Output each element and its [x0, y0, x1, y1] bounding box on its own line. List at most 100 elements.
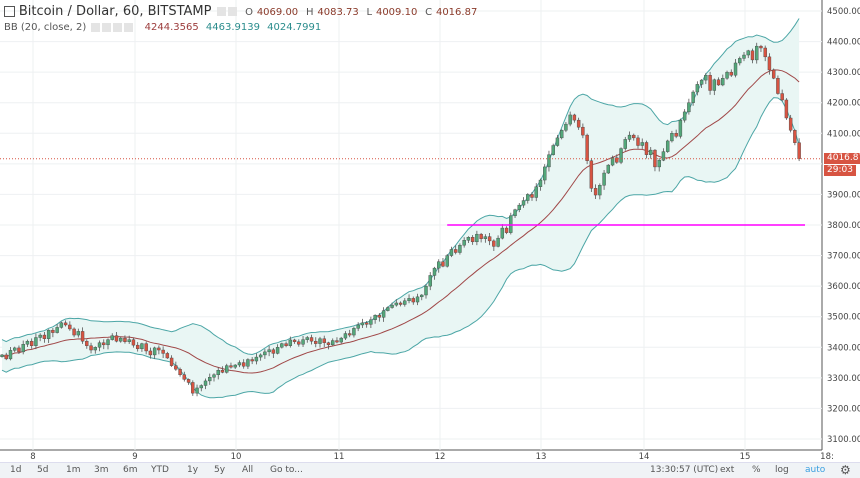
- range-3m[interactable]: 3m: [94, 465, 109, 475]
- ext-toggle[interactable]: ext: [720, 465, 735, 475]
- candle-body: [649, 149, 653, 155]
- candle-body: [275, 347, 280, 354]
- candle-body: [704, 74, 708, 81]
- range-5d[interactable]: 5d: [37, 465, 49, 475]
- candle-body: [771, 69, 776, 79]
- candle-body: [576, 119, 581, 128]
- candle-body: [797, 142, 801, 159]
- eye-icon[interactable]: [217, 7, 227, 16]
- candle-body: [708, 74, 712, 91]
- settings-icon[interactable]: [228, 7, 238, 16]
- range-1y[interactable]: 1y: [187, 465, 199, 475]
- candle-body: [483, 236, 488, 239]
- candle-body: [72, 328, 76, 336]
- candle-body: [144, 343, 148, 352]
- candle-body: [34, 337, 38, 346]
- candle-body: [148, 350, 153, 356]
- candle-body: [17, 347, 21, 353]
- price-tick-label: 4200.00: [827, 99, 860, 109]
- eye-icon[interactable]: [91, 22, 101, 32]
- close-label: C: [425, 7, 433, 18]
- candle-body: [513, 209, 517, 217]
- candle-body: [475, 233, 479, 243]
- last-price-label: 4016.87: [824, 152, 860, 164]
- range-6m[interactable]: 6m: [123, 465, 138, 475]
- candle-body: [373, 314, 377, 320]
- candle-body: [271, 349, 276, 354]
- gear-icon[interactable]: ⚙: [840, 463, 851, 477]
- candle-body: [4, 354, 8, 360]
- candle-body: [8, 350, 13, 360]
- candle-body: [458, 244, 462, 253]
- settings-icon[interactable]: [102, 22, 112, 32]
- candle-body: [390, 304, 394, 308]
- candle-body: [241, 362, 246, 367]
- candle-body: [191, 382, 195, 394]
- candle-body: [102, 342, 106, 346]
- price-chart[interactable]: 4500.00 4400.00 4300.00 4200.00 4100.00 3900.…: [0, 0, 860, 462]
- candle-body: [534, 186, 538, 198]
- candle-body: [733, 62, 738, 76]
- candle-body: [551, 145, 555, 155]
- candle-body: [564, 123, 568, 131]
- symbol-title[interactable]: Bitcoin / Dollar, 60, BITSTAMP: [18, 4, 212, 19]
- candle-body: [784, 99, 789, 119]
- range-1m[interactable]: 1m: [66, 465, 81, 475]
- candle-body: [517, 204, 521, 210]
- range-5y[interactable]: 5y: [214, 465, 226, 475]
- candle-body: [793, 130, 797, 143]
- range-1d[interactable]: 1d: [10, 465, 22, 475]
- candle-body: [93, 347, 97, 351]
- candle-body: [335, 340, 339, 343]
- countdown-label: 29:03: [824, 164, 856, 176]
- range-ytd[interactable]: YTD: [151, 465, 169, 475]
- candle-body: [479, 233, 483, 239]
- percent-toggle[interactable]: %: [752, 465, 761, 475]
- candle-body: [68, 324, 72, 330]
- candle-body: [356, 324, 360, 329]
- candle-body: [623, 139, 627, 149]
- goto-button[interactable]: Go to...: [270, 465, 303, 475]
- candle-body: [246, 359, 250, 367]
- bb-fill: [2, 18, 800, 398]
- candle-body: [721, 78, 725, 86]
- price-axis[interactable]: [822, 0, 860, 450]
- clock[interactable]: 13:30:57 (UTC): [650, 465, 719, 475]
- candle-body: [51, 329, 55, 333]
- auto-toggle[interactable]: auto: [805, 465, 826, 475]
- candle-body: [589, 160, 594, 189]
- candle-body: [182, 374, 187, 380]
- candle-body: [538, 179, 543, 187]
- candle-body: [398, 302, 403, 305]
- candle-body: [377, 314, 382, 318]
- indicator-name[interactable]: BB (20, close, 2): [4, 22, 87, 33]
- time-tick-label: 10: [231, 452, 242, 462]
- candle-body: [360, 322, 365, 326]
- candle-body: [352, 328, 356, 336]
- candle-body: [687, 102, 691, 113]
- candle-body: [581, 126, 585, 136]
- candle-body: [131, 339, 136, 346]
- candle-body: [759, 45, 763, 49]
- candle-body: [301, 339, 305, 345]
- candle-body: [135, 344, 140, 350]
- range-all[interactable]: All: [242, 465, 254, 475]
- collapse-icon[interactable]: [4, 6, 15, 17]
- candle-body: [602, 172, 606, 186]
- candle-body: [309, 337, 314, 342]
- time-tick-label: 13: [536, 452, 547, 462]
- candle-body: [610, 157, 615, 166]
- candle-body: [738, 58, 742, 64]
- log-toggle[interactable]: log: [775, 465, 789, 475]
- low-value: 4009.10: [375, 7, 418, 18]
- close-icon[interactable]: [124, 22, 134, 32]
- candle-body: [199, 385, 203, 389]
- candle-body: [509, 215, 513, 233]
- candle-body: [216, 370, 220, 376]
- candle-body: [165, 353, 170, 359]
- candle-body: [750, 50, 755, 61]
- candle-body: [152, 347, 157, 356]
- symbol-legend: Bitcoin / Dollar, 60, BITSTAMP O 4069.00…: [4, 4, 477, 19]
- add-icon[interactable]: [113, 22, 123, 32]
- candle-body: [500, 227, 505, 239]
